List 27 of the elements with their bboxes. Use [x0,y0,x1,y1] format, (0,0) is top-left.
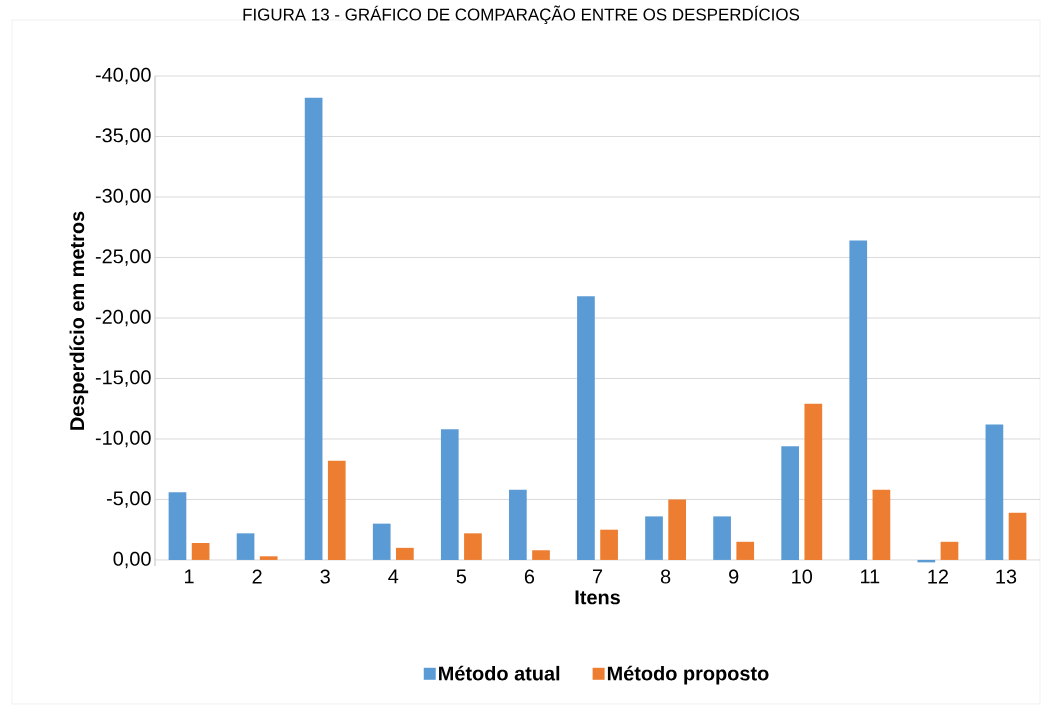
x-tick-label: 6 [524,569,535,584]
x-tick-label: 9 [729,569,739,584]
x-tick-label: 4 [388,569,399,584]
x-tick-label: 11 [860,569,880,584]
chart-title: FIGURA 13 - GRÁFICO DE COMPARAÇÃO ENTRE OS DESPERDÍCIOS [243,5,800,24]
x-tick-label: 12 [928,569,948,584]
x-tick-label: 2 [252,569,262,584]
y-tick-label: -10,00 [95,430,151,448]
x-tick-label: 3 [320,569,330,584]
y-tick-label: -40,00 [95,67,151,85]
y-axis-title: Desperdício em metros [69,211,89,430]
y-tick-label: -35,00 [95,128,151,145]
y-tick-label: -20,00 [95,309,151,327]
x-tick-label: 5 [456,569,467,584]
x-tick-label: 8 [660,569,671,584]
x-axis-title: Itens [575,590,620,605]
y-tick-label: 0,00 [113,551,151,569]
legend-label: Método proposto [607,665,769,685]
y-tick-label: -5,00 [106,491,151,508]
y-tick-label: -25,00 [95,249,151,266]
x-tick-label: 7 [592,569,603,584]
x-tick-label: 1 [185,569,194,584]
x-tick-label: 10 [792,569,813,584]
x-tick-label: 13 [996,569,1017,584]
y-tick-label: -30,00 [95,188,151,206]
y-tick-label: -15,00 [95,370,151,387]
legend-label: Método atual [439,665,560,681]
